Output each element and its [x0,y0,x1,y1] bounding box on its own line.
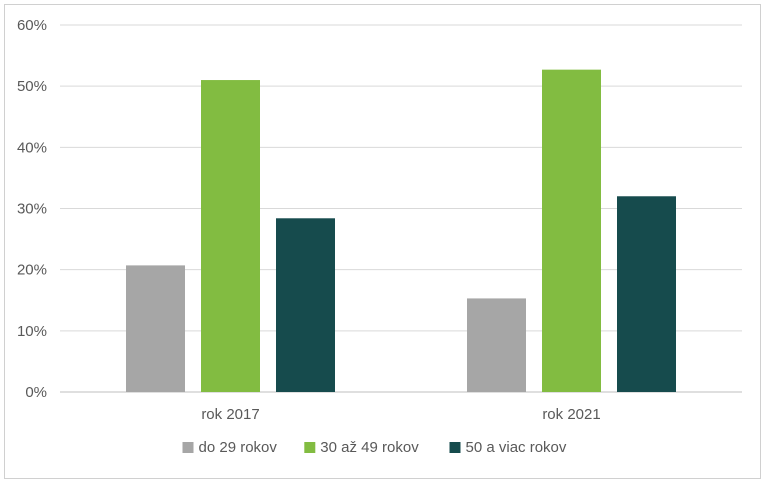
bar-2-2 [542,69,601,392]
y-tick-label: 20% [17,262,47,279]
legend-swatch-1 [182,442,194,453]
legend-swatch-3 [449,442,461,453]
bar-1-1 [126,265,185,392]
bars [126,69,676,393]
bar-3-1 [276,218,335,392]
x-category-label: rok 2017 [201,406,259,423]
y-tick-label: 0% [25,384,47,401]
legend-label-1: do 29 rokov [199,439,278,456]
bar-1-2 [467,298,526,392]
legend-label-2: 30 až 49 rokov [320,439,419,456]
y-tick-label: 40% [17,139,47,156]
x-axis-categories: rok 2017 rok 2021 [201,406,600,423]
y-tick-label: 30% [17,201,47,218]
legend-swatch-2 [304,442,316,453]
y-axis-ticks: 0% 10% 20% 30% 40% 50% 60% [17,17,47,401]
y-tick-label: 50% [17,78,47,95]
legend: do 29 rokov 30 až 49 rokov 50 a viac rokov [182,439,567,456]
legend-label-3: 50 a viac rokov [466,439,567,456]
y-tick-label: 10% [17,323,47,340]
y-tick-label: 60% [17,17,47,34]
x-category-label: rok 2021 [542,406,600,423]
bar-3-2 [617,196,676,392]
bar-2-1 [201,80,260,393]
